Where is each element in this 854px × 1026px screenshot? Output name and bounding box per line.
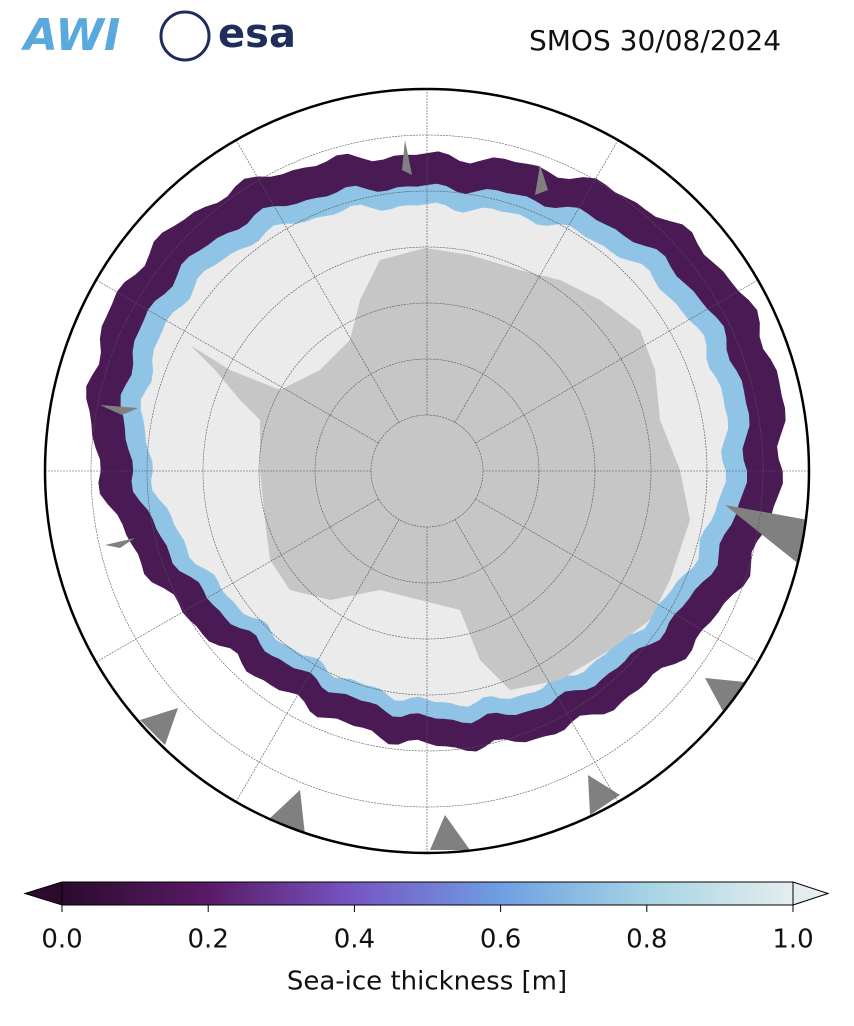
graticule <box>45 89 809 853</box>
awi-logo: AWI <box>21 10 121 61</box>
colorbar-bar <box>61 881 794 906</box>
logos: AWI esa <box>21 10 296 62</box>
land <box>100 140 808 850</box>
colorbar: 0.0 0.2 0.4 0.6 0.8 1.0 Sea-ice thickness [m] <box>23 881 830 997</box>
title: SMOS 30/08/2024 <box>529 24 781 57</box>
meridian-line <box>454 140 619 423</box>
colorbar-tick-label: 0.0 <box>41 925 82 955</box>
colorbar-max-extend <box>792 881 830 906</box>
colorbar-tick-label: 0.4 <box>334 925 375 955</box>
map-border <box>43 87 811 855</box>
colorbar-label: Sea-ice thickness [m] <box>287 967 567 997</box>
meridian-line <box>475 498 758 663</box>
esa-emblem <box>159 10 211 62</box>
meridian-line <box>96 279 379 444</box>
meridian-line <box>235 140 400 423</box>
esa-logo: esa <box>218 11 296 57</box>
antarctica <box>190 248 690 690</box>
colorbar-tick-label: 0.6 <box>480 925 521 955</box>
colorbar-tick-label: 0.2 <box>188 925 229 955</box>
meridian-line <box>454 519 619 802</box>
meridian-line <box>96 498 379 663</box>
meridian-line <box>235 519 400 802</box>
colorbar-tick-label: 1.0 <box>772 925 813 955</box>
colorbar-min-extend <box>23 881 63 906</box>
colorbar-tick-label: 0.8 <box>626 925 667 955</box>
map <box>45 89 809 853</box>
meridian-line <box>475 279 758 444</box>
